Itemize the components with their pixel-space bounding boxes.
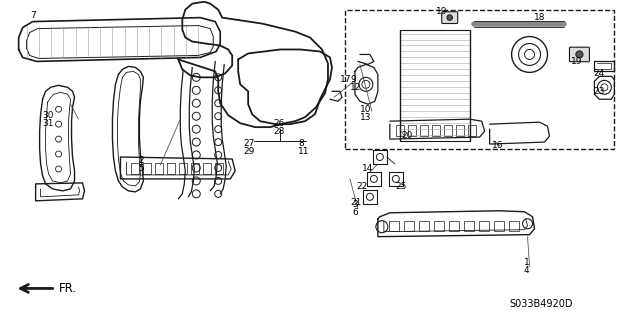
Bar: [420, 125, 428, 136]
Bar: [215, 163, 223, 174]
Text: 9: 9: [350, 75, 356, 84]
Text: 24: 24: [593, 69, 605, 78]
Bar: [179, 163, 188, 174]
Bar: [389, 221, 399, 231]
Text: 20: 20: [402, 130, 413, 140]
Text: 26: 26: [273, 119, 284, 128]
Bar: [191, 163, 199, 174]
Bar: [404, 221, 414, 231]
Text: 11: 11: [298, 146, 310, 156]
Text: 7: 7: [31, 11, 36, 20]
Text: 3: 3: [352, 200, 358, 209]
Bar: [449, 221, 459, 231]
Bar: [434, 221, 444, 231]
Text: 25: 25: [396, 182, 407, 191]
FancyBboxPatch shape: [442, 12, 458, 24]
Text: 18: 18: [534, 13, 545, 22]
Text: 16: 16: [492, 141, 503, 150]
Bar: [479, 221, 488, 231]
Circle shape: [447, 15, 452, 20]
Text: 19: 19: [436, 7, 447, 16]
Text: 29: 29: [243, 146, 255, 156]
Text: 23: 23: [593, 87, 605, 96]
Text: 10: 10: [360, 105, 371, 114]
Text: 22: 22: [356, 182, 367, 191]
Text: 30: 30: [43, 111, 54, 120]
Bar: [156, 163, 163, 174]
Bar: [345, 10, 614, 149]
Bar: [456, 125, 464, 136]
Bar: [432, 125, 440, 136]
Bar: [464, 221, 474, 231]
Text: 4: 4: [524, 266, 529, 275]
Text: 31: 31: [43, 119, 54, 128]
Text: 17: 17: [340, 75, 351, 84]
Bar: [396, 125, 404, 136]
Circle shape: [576, 51, 583, 58]
Text: S033B4920D: S033B4920D: [509, 299, 573, 309]
Text: 2: 2: [138, 157, 144, 166]
Text: 6: 6: [352, 208, 358, 217]
Text: 14: 14: [362, 165, 373, 174]
Bar: [444, 125, 452, 136]
Bar: [204, 163, 211, 174]
Text: 12: 12: [350, 83, 362, 92]
Bar: [493, 221, 504, 231]
Text: 5: 5: [138, 165, 144, 174]
Text: 28: 28: [273, 127, 284, 136]
Bar: [408, 125, 416, 136]
Text: FR.: FR.: [59, 282, 77, 295]
Text: 27: 27: [243, 138, 255, 148]
FancyBboxPatch shape: [570, 47, 589, 62]
Text: 8: 8: [298, 138, 304, 148]
Bar: [419, 221, 429, 231]
Text: 1: 1: [524, 258, 529, 267]
Text: 21: 21: [350, 198, 362, 207]
Bar: [468, 125, 476, 136]
Bar: [131, 163, 140, 174]
Bar: [143, 163, 152, 174]
Bar: [167, 163, 175, 174]
Bar: [509, 221, 518, 231]
Text: 19: 19: [572, 57, 583, 66]
Text: 13: 13: [360, 113, 371, 122]
